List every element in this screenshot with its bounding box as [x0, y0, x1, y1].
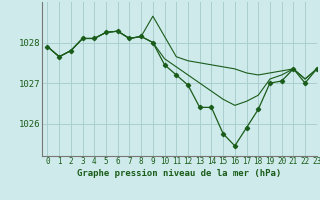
X-axis label: Graphe pression niveau de la mer (hPa): Graphe pression niveau de la mer (hPa): [77, 169, 281, 178]
